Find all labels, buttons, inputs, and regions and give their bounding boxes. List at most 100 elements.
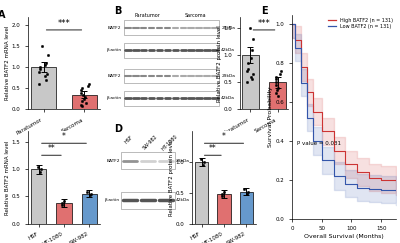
Text: *: * [62,132,66,141]
Point [78,87,85,90]
Text: β-actin: β-actin [105,199,120,202]
Point [200,163,206,167]
Point [245,190,251,193]
Point [244,192,250,196]
Text: BATF2: BATF2 [108,26,122,30]
Y-axis label: Relative BATF2 protein level: Relative BATF2 protein level [217,25,222,102]
Text: β-actin: β-actin [106,96,122,100]
Point [198,157,204,161]
Bar [270,82,286,109]
Bar [31,67,56,109]
X-axis label: Overall Survival (Months): Overall Survival (Months) [304,234,384,239]
Bar [72,95,97,109]
Text: 42kDa: 42kDa [176,199,190,202]
Point [37,68,43,71]
Bar [240,191,253,224]
Point [244,69,251,73]
Point [86,193,93,197]
Point [275,94,282,98]
Point [84,190,90,194]
Text: *: * [222,132,226,141]
Point [272,80,279,84]
Text: Paratumor: Paratumor [135,13,160,18]
Point [88,192,94,196]
Point [78,88,84,92]
Point [250,37,256,41]
Legend: High BATF2 (n = 131), Low BATF2 (n = 131): High BATF2 (n = 131), Low BATF2 (n = 131… [328,17,394,30]
Text: 29kDa: 29kDa [221,26,235,30]
Bar [124,69,219,84]
Point [248,78,255,81]
Point [245,67,251,70]
Point [79,93,86,97]
Text: **: ** [48,144,55,153]
Point [274,86,281,90]
Text: ***: *** [258,19,270,28]
Point [42,78,49,82]
Point [36,70,42,74]
Point [244,80,250,84]
Text: A: A [0,10,5,20]
Text: ***: *** [58,19,70,28]
Point [79,99,86,103]
Point [86,82,92,86]
Point [273,83,280,87]
Point [249,48,255,52]
Point [221,190,228,193]
Text: Sarcoma: Sarcoma [184,13,206,18]
Y-axis label: Relative BATF2 protein level: Relative BATF2 protein level [169,139,174,216]
Point [61,199,68,203]
Point [246,26,253,30]
Point [78,103,84,107]
Point [82,95,88,99]
Text: HT-1080: HT-1080 [161,134,179,152]
Y-axis label: Relative BATF2 mRNA level: Relative BATF2 mRNA level [5,140,10,215]
Point [79,104,86,108]
Text: BATF2: BATF2 [106,159,120,163]
Point [39,44,46,48]
Point [277,72,283,76]
Bar [124,91,219,106]
Point [45,53,51,57]
Point [80,97,87,101]
Bar [124,20,219,35]
Text: P value = 0.031: P value = 0.031 [297,141,341,146]
Point [82,101,89,105]
Point [219,195,226,199]
Point [35,165,41,168]
Text: β-actin: β-actin [106,48,122,52]
Point [274,88,280,92]
Text: B: B [114,6,121,16]
Bar [217,194,231,224]
Point [38,167,44,171]
Bar [195,162,208,224]
Point [37,65,43,69]
Bar [121,192,175,209]
Point [250,72,256,76]
Point [248,56,254,60]
Text: E: E [261,6,268,17]
Point [36,82,42,86]
Text: 29kDa: 29kDa [221,74,235,78]
Bar [121,152,175,169]
Point [41,63,48,67]
Point [59,201,66,205]
Text: SW-982: SW-982 [142,134,159,151]
Point [59,203,66,207]
Point [219,192,226,196]
Bar [242,55,258,109]
Point [272,75,279,79]
Bar [124,43,219,58]
Point [43,61,49,65]
Y-axis label: Relative BATF2 mRNA level: Relative BATF2 mRNA level [5,26,10,100]
Point [78,91,84,95]
Bar [56,203,72,224]
Point [272,78,279,81]
Text: 29kDa: 29kDa [176,159,190,163]
Point [245,61,251,65]
Point [278,69,284,73]
Text: 42kDa: 42kDa [221,48,235,52]
Point [41,74,48,78]
Point [37,170,43,174]
Point [200,160,207,164]
